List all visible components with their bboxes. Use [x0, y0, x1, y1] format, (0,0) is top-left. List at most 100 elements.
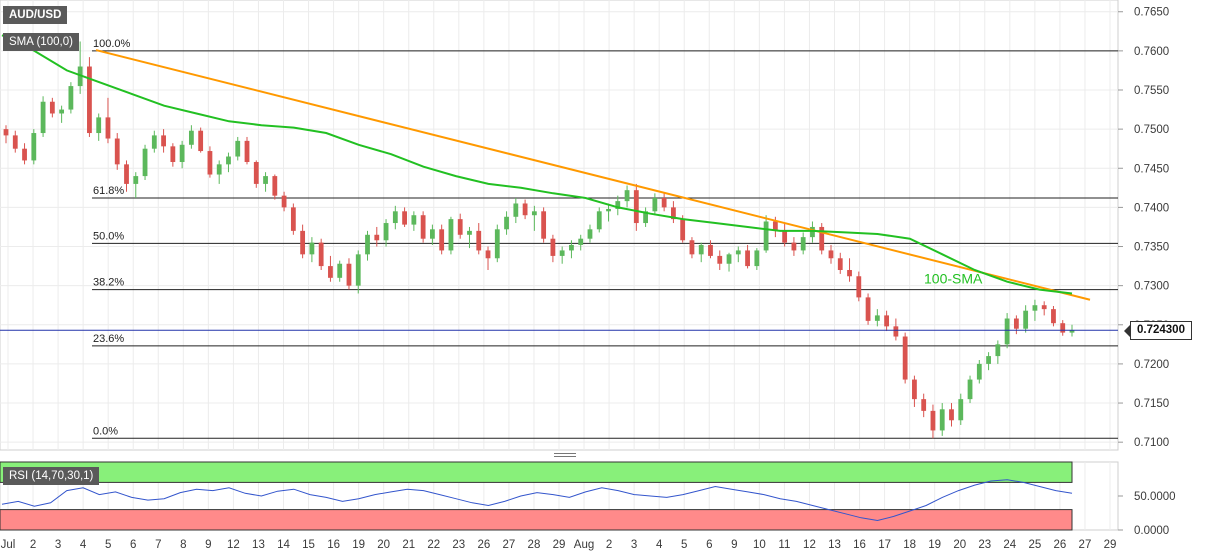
candle-body — [587, 229, 593, 239]
candle — [22, 143, 27, 165]
candle — [272, 174, 278, 200]
candle-body — [819, 226, 825, 251]
candle-body — [448, 219, 454, 251]
x-tick-label: 27 — [1079, 539, 1092, 551]
candle-body — [726, 254, 732, 264]
candle — [253, 160, 259, 188]
candle — [1041, 301, 1047, 316]
x-tick-label: 9 — [731, 539, 737, 551]
candle-body — [763, 221, 769, 251]
sma-100-line — [1, 34, 1073, 295]
candle-body — [1032, 305, 1038, 311]
fib-level-label: 61.8% — [93, 185, 124, 197]
x-tick-label: 17 — [878, 539, 891, 551]
x-tick-label: 4 — [80, 539, 87, 551]
candle-body — [958, 399, 964, 421]
candle — [559, 246, 565, 264]
candle-body — [902, 336, 908, 380]
x-tick-label: 26 — [477, 539, 490, 551]
resistance-trendline — [95, 49, 1091, 301]
candle-body — [411, 215, 417, 225]
candle — [708, 240, 713, 259]
candle-body — [522, 203, 528, 216]
candle-body — [976, 363, 982, 380]
candle-body — [31, 133, 37, 161]
candle — [939, 403, 945, 436]
candle-body — [884, 315, 890, 327]
candle — [263, 172, 268, 192]
candle — [1013, 315, 1019, 335]
candle-body — [680, 219, 686, 241]
candle-body — [874, 315, 880, 321]
candle — [717, 250, 723, 270]
rsi-overbought-zone — [0, 461, 1073, 483]
candle-body — [837, 258, 843, 270]
fib-level-label: 50.0% — [93, 230, 124, 242]
candle — [87, 57, 92, 137]
candle-body — [244, 140, 250, 162]
candle-body — [578, 238, 584, 245]
candle — [726, 252, 732, 272]
candle-body — [893, 326, 899, 337]
x-tick-label: 7 — [155, 539, 161, 551]
candle-body — [374, 234, 380, 241]
symbol-label[interactable]: AUD/USD — [3, 6, 68, 24]
candle-body — [318, 242, 324, 267]
x-tick-label: 19 — [928, 539, 941, 551]
sma-100-label: 100-SMA — [924, 270, 983, 286]
candle-body — [856, 276, 862, 298]
x-tick-label: 23 — [452, 539, 465, 551]
current-price-marker: 0.724300 — [1124, 321, 1192, 341]
y-tick-label: 0.7600 — [1134, 46, 1169, 58]
candle — [337, 260, 343, 282]
candle-body — [476, 230, 482, 251]
x-tick-label: 14 — [277, 539, 290, 551]
candle — [40, 96, 46, 137]
candle-body — [828, 250, 834, 259]
candle-body — [643, 211, 648, 224]
candle-body — [606, 208, 611, 212]
candle — [124, 160, 129, 192]
candle — [133, 172, 139, 198]
sma-indicator-label[interactable]: SMA (100,0) — [3, 33, 79, 51]
candle-body — [355, 254, 361, 286]
candle-body — [1069, 330, 1075, 333]
candle-body — [921, 399, 927, 411]
candle — [930, 404, 936, 439]
candle — [782, 223, 788, 247]
y-tick-label: 0.7400 — [1134, 202, 1169, 214]
candle — [791, 237, 797, 256]
x-tick-label: 13 — [828, 539, 841, 551]
candle-body — [569, 244, 574, 251]
candle — [893, 318, 899, 341]
candle — [735, 246, 741, 263]
x-tick-label: 28 — [528, 539, 541, 551]
candle — [1060, 320, 1066, 336]
panel-resize-handle[interactable] — [554, 453, 576, 459]
candle-body — [1060, 323, 1066, 333]
x-tick-label: 2 — [30, 539, 36, 551]
candle — [819, 223, 825, 255]
candle-body — [624, 190, 630, 202]
candle — [216, 160, 222, 184]
candle — [800, 232, 806, 255]
candle-body — [485, 250, 491, 259]
rsi-y-tick-label: 0.0000 — [1134, 525, 1169, 537]
candle — [606, 203, 611, 222]
candle — [402, 207, 407, 227]
fib-level-label: 23.6% — [93, 333, 124, 345]
candle — [188, 125, 194, 149]
candle-body — [930, 410, 936, 431]
candle-body — [541, 211, 547, 239]
candle — [986, 352, 991, 371]
candle — [837, 252, 843, 274]
candle — [151, 130, 157, 153]
candle — [198, 127, 204, 153]
candle — [59, 105, 65, 123]
candle — [856, 271, 862, 302]
candle — [179, 140, 185, 169]
rsi-indicator-label[interactable]: RSI (14,70,30,1) — [3, 467, 100, 485]
candle-body — [513, 203, 519, 217]
candlesticks — [3, 41, 1075, 439]
candle-body — [995, 344, 1001, 357]
